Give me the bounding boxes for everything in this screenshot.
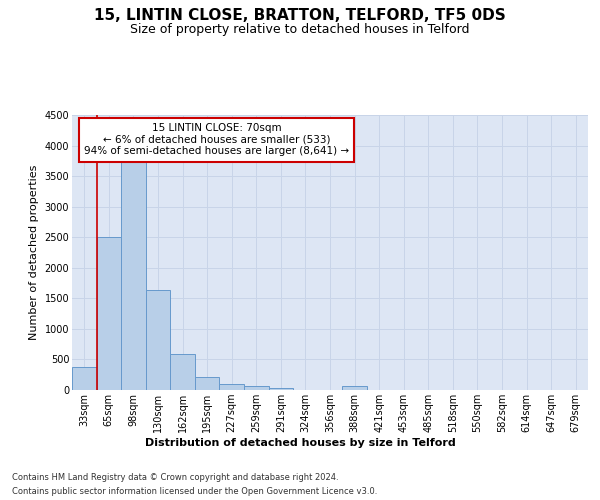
Y-axis label: Number of detached properties: Number of detached properties	[29, 165, 39, 340]
Text: Size of property relative to detached houses in Telford: Size of property relative to detached ho…	[130, 22, 470, 36]
Bar	[220, 384, 244, 390]
Bar	[121, 161, 146, 390]
Text: Contains HM Land Registry data © Crown copyright and database right 2024.: Contains HM Land Registry data © Crown c…	[12, 472, 338, 482]
Text: Distribution of detached houses by size in Telford: Distribution of detached houses by size …	[145, 438, 455, 448]
Text: Contains public sector information licensed under the Open Government Licence v3: Contains public sector information licen…	[12, 488, 377, 496]
Bar	[72, 368, 97, 390]
Bar	[97, 237, 121, 390]
Text: 15, LINTIN CLOSE, BRATTON, TELFORD, TF5 0DS: 15, LINTIN CLOSE, BRATTON, TELFORD, TF5 …	[94, 8, 506, 22]
Bar	[170, 354, 195, 390]
Bar	[244, 386, 269, 390]
Bar	[342, 386, 367, 390]
Bar	[269, 388, 293, 390]
Bar	[146, 290, 170, 390]
Bar	[195, 376, 220, 390]
Text: 15 LINTIN CLOSE: 70sqm
← 6% of detached houses are smaller (533)
94% of semi-det: 15 LINTIN CLOSE: 70sqm ← 6% of detached …	[84, 123, 349, 156]
